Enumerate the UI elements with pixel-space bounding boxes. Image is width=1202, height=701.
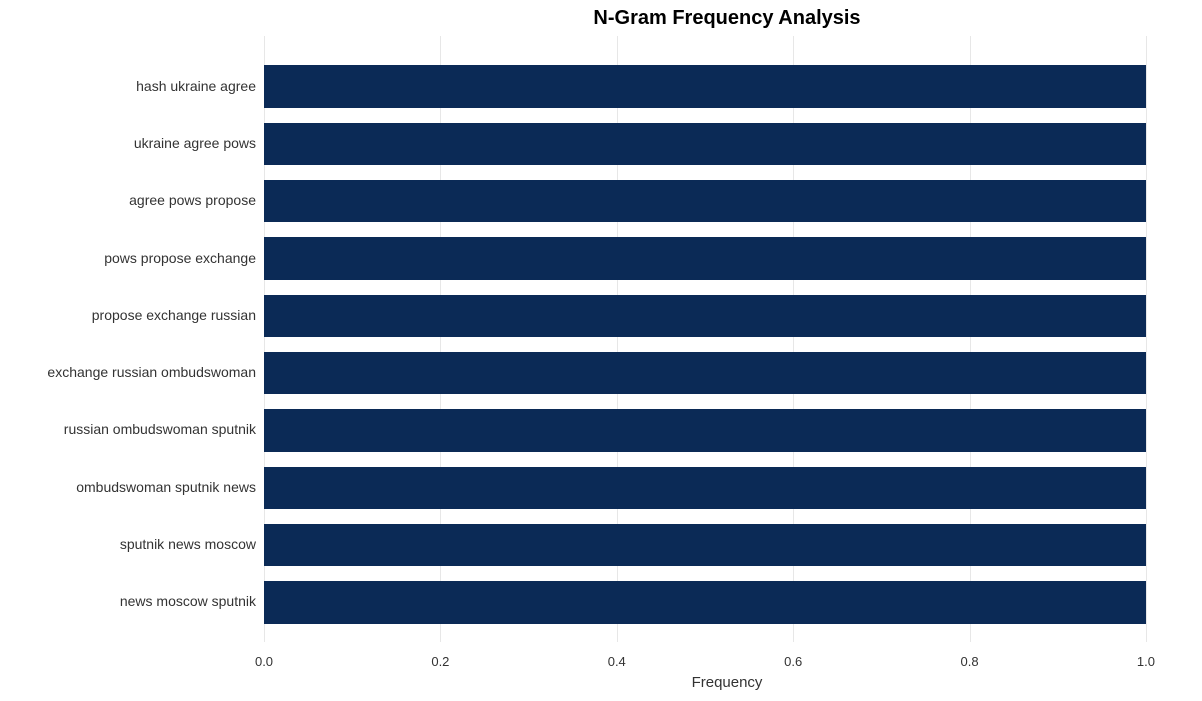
y-tick-label: sputnik news moscow (120, 536, 256, 552)
y-tick-label: agree pows propose (129, 192, 256, 208)
plot-area (264, 36, 1190, 642)
y-tick-label: russian ombudswoman sputnik (64, 421, 256, 437)
y-tick-label: propose exchange russian (92, 307, 256, 323)
chart-title: N-Gram Frequency Analysis (593, 7, 860, 30)
bar (264, 409, 1146, 451)
x-tick-label: 0.8 (960, 654, 978, 669)
bar (264, 295, 1146, 337)
x-tick-label: 0.6 (784, 654, 802, 669)
y-tick-label: exchange russian ombudswoman (47, 364, 256, 380)
y-tick-label: pows propose exchange (104, 250, 256, 266)
x-tick-label: 0.0 (255, 654, 273, 669)
x-tick-label: 0.4 (608, 654, 626, 669)
bar (264, 524, 1146, 566)
bar (264, 352, 1146, 394)
x-tick-label: 1.0 (1137, 654, 1155, 669)
y-tick-label: news moscow sputnik (120, 593, 256, 609)
y-tick-label: ombudswoman sputnik news (76, 479, 256, 495)
y-tick-label: hash ukraine agree (136, 78, 256, 94)
bar (264, 237, 1146, 279)
x-axis-label: Frequency (692, 674, 763, 691)
bar (264, 123, 1146, 165)
bar (264, 581, 1146, 623)
x-tick-label: 0.2 (431, 654, 449, 669)
bar (264, 467, 1146, 509)
ngram-chart: N-Gram Frequency Analysis Frequency 0.0 0… (0, 0, 1202, 701)
gridline (1146, 36, 1147, 642)
bar (264, 65, 1146, 107)
y-tick-label: ukraine agree pows (134, 135, 256, 151)
bar (264, 180, 1146, 222)
